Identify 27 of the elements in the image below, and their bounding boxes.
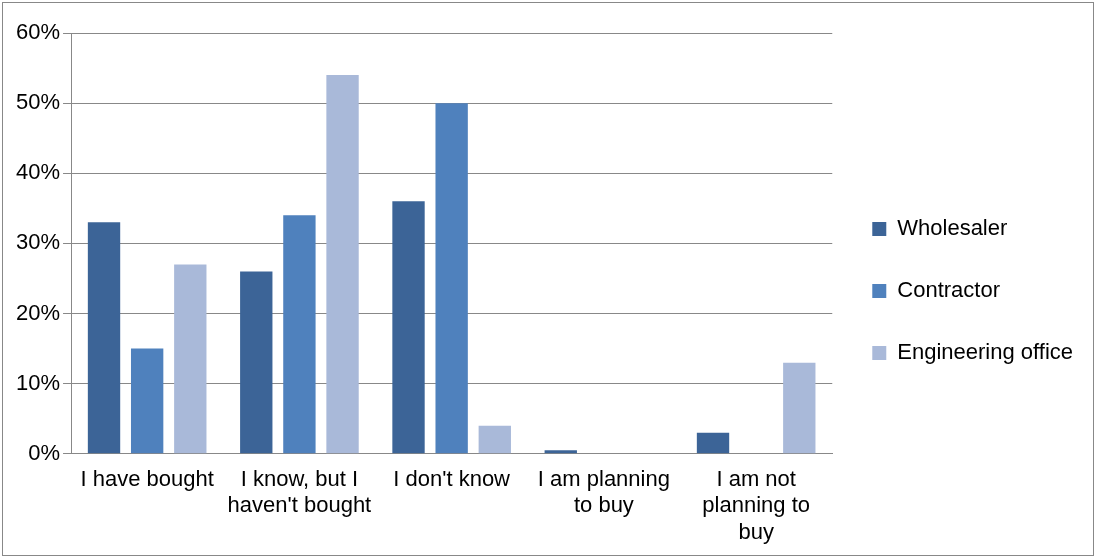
bar (544, 450, 577, 454)
x-tick-label: I know, but I haven't bought (227, 466, 372, 518)
bar (326, 75, 359, 454)
y-tick-label: 30% (15, 229, 61, 255)
bar (478, 425, 511, 454)
bar (87, 222, 121, 454)
bar (783, 362, 816, 454)
y-tick-label: 0% (28, 439, 61, 465)
bar (435, 103, 468, 454)
y-tick-label: 40% (15, 159, 61, 185)
bar (174, 264, 207, 454)
x-tick-label: I am not planning to buy (702, 466, 810, 544)
y-tick-label: 60% (15, 19, 61, 45)
y-tick-label: 20% (15, 299, 61, 325)
bar (696, 432, 730, 454)
bar (392, 201, 425, 454)
y-tick-label: 50% (15, 89, 61, 115)
bar (130, 348, 164, 454)
x-tick-label: I have bought (80, 466, 214, 492)
x-tick-label: I don't know (393, 466, 511, 492)
legend-label: Engineering office (897, 339, 1074, 365)
bar (283, 215, 316, 454)
legend-label: Contractor (897, 277, 1000, 303)
legend-label: Wholesaler (897, 215, 1008, 241)
y-tick-label: 10% (15, 369, 61, 395)
bar (240, 271, 273, 454)
x-tick-label: I am planning to buy (537, 466, 670, 518)
